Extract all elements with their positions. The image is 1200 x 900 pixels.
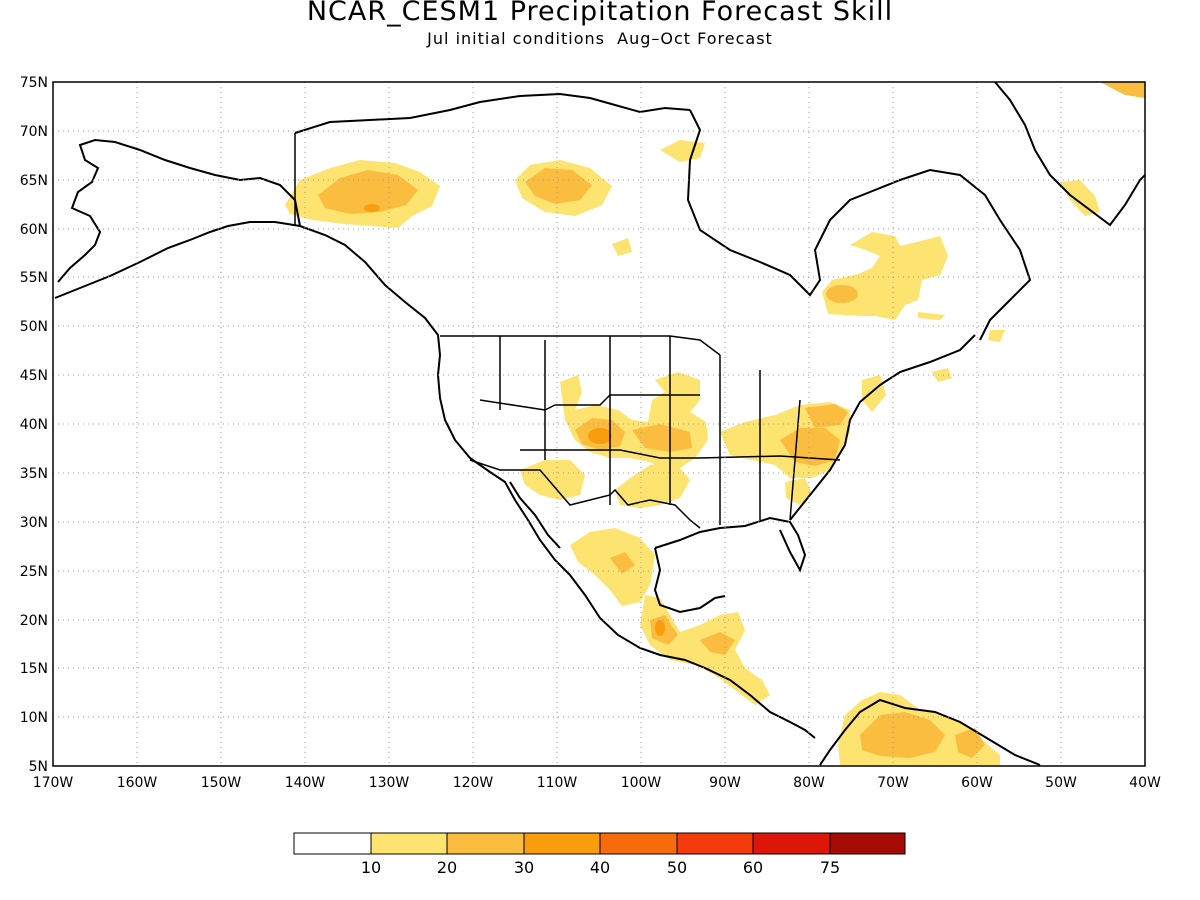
- lat-label: 15N: [20, 661, 48, 677]
- coastlines: [54, 81, 1146, 766]
- colorbar-swatch: [599, 832, 678, 855]
- lon-label: 80W: [793, 775, 825, 791]
- lon-label: 50W: [1045, 775, 1077, 791]
- lon-label: 60W: [961, 775, 993, 791]
- lon-label: 70W: [877, 775, 909, 791]
- lon-label: 130W: [369, 775, 410, 791]
- lat-axis-labels: 75N 70N 65N 60N 55N 50N 45N 40N 35N 30N …: [20, 75, 48, 775]
- colorbar-label: 60: [743, 858, 763, 877]
- colorbar-swatch: [752, 832, 831, 855]
- political-borders: [294, 133, 841, 529]
- colorbar-label: 30: [514, 858, 534, 877]
- map-title: NCAR_CESM1 Precipitation Forecast Skill: [306, 0, 894, 27]
- lat-label: 5N: [29, 759, 48, 775]
- lat-label: 65N: [20, 173, 48, 189]
- skill-shading: [285, 82, 1145, 765]
- lat-label: 20N: [20, 613, 48, 629]
- graticule: [53, 82, 1145, 766]
- lon-label: 150W: [201, 775, 242, 791]
- lat-label: 25N: [20, 564, 48, 580]
- colorbar-label: 20: [437, 858, 457, 877]
- lat-label: 40N: [20, 417, 48, 433]
- lat-label: 55N: [20, 270, 48, 286]
- colorbar-swatch: [523, 832, 601, 855]
- lat-label: 75N: [20, 75, 48, 91]
- lat-label: 45N: [20, 368, 48, 384]
- lon-label: 170W: [33, 775, 74, 791]
- lon-label: 40W: [1129, 775, 1161, 791]
- colorbar-label: 40: [590, 858, 610, 877]
- lat-label: 35N: [20, 466, 48, 482]
- colorbar-label: 50: [667, 858, 687, 877]
- colorbar-label: 75: [820, 858, 840, 877]
- colorbar-swatch: [293, 832, 372, 855]
- lon-axis-labels: 170W 160W 150W 140W 130W 120W 110W 100W …: [33, 775, 1161, 791]
- map-frame: [52, 81, 1146, 767]
- lat-label: 30N: [20, 515, 48, 531]
- lon-label: 120W: [453, 775, 494, 791]
- lat-label: 50N: [20, 319, 48, 335]
- lon-label: 160W: [117, 775, 158, 791]
- lon-label: 90W: [709, 775, 741, 791]
- colorbar-label: 10: [361, 858, 381, 877]
- lat-label: 70N: [20, 124, 48, 140]
- colorbar-swatch: [446, 832, 525, 855]
- colorbar: 10 20 30 40 50 60 75: [293, 832, 906, 877]
- map-subtitle: Jul initial conditions Aug–Oct Forecast: [427, 29, 773, 48]
- colorbar-swatch: [370, 832, 448, 855]
- lon-label: 110W: [537, 775, 578, 791]
- lat-label: 60N: [20, 222, 48, 238]
- lat-label: 10N: [20, 710, 48, 726]
- colorbar-swatch: [829, 832, 906, 855]
- lon-label: 140W: [285, 775, 326, 791]
- lon-label: 100W: [621, 775, 662, 791]
- colorbar-swatch: [676, 832, 754, 855]
